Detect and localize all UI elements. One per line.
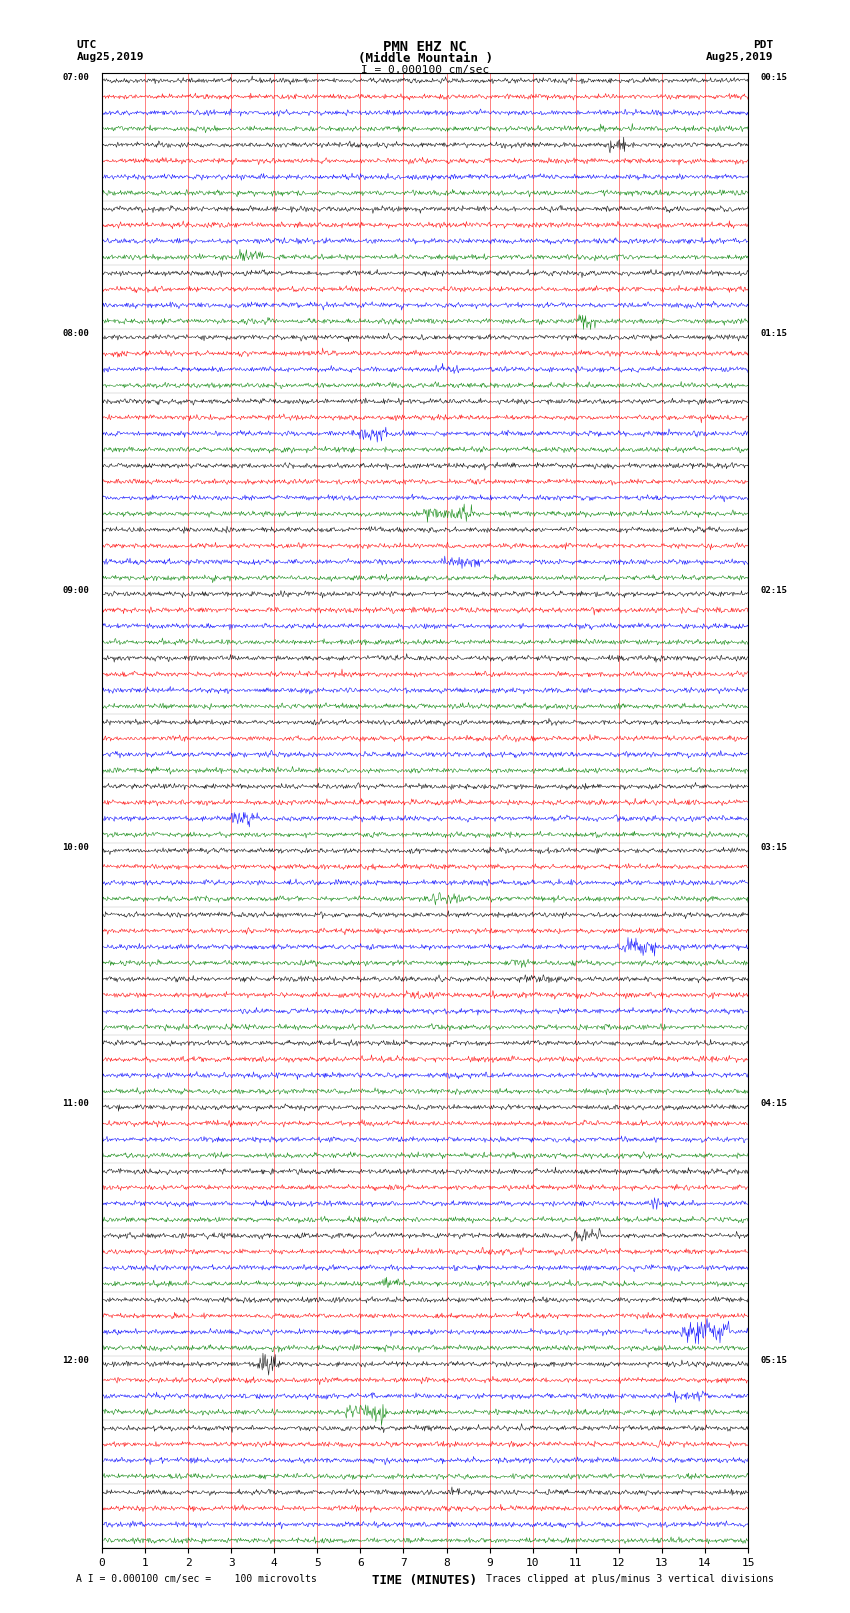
Text: 02:15: 02:15 [761, 586, 788, 595]
Text: PDT: PDT [753, 40, 774, 50]
Text: Aug25,2019: Aug25,2019 [706, 52, 774, 61]
Text: 03:15: 03:15 [761, 842, 788, 852]
Text: PMN EHZ NC: PMN EHZ NC [383, 40, 467, 55]
Text: 09:00: 09:00 [62, 586, 89, 595]
Text: 04:15: 04:15 [761, 1100, 788, 1108]
Text: 10:00: 10:00 [62, 842, 89, 852]
Text: A I = 0.000100 cm/sec =    100 microvolts: A I = 0.000100 cm/sec = 100 microvolts [76, 1574, 317, 1584]
Text: 05:15: 05:15 [761, 1357, 788, 1365]
Text: Traces clipped at plus/minus 3 vertical divisions: Traces clipped at plus/minus 3 vertical … [485, 1574, 774, 1584]
Text: 11:00: 11:00 [62, 1100, 89, 1108]
Text: 01:15: 01:15 [761, 329, 788, 339]
Text: 08:00: 08:00 [62, 329, 89, 339]
Text: Aug25,2019: Aug25,2019 [76, 52, 144, 61]
Text: (Middle Mountain ): (Middle Mountain ) [358, 52, 492, 65]
Text: 12:00: 12:00 [62, 1357, 89, 1365]
Text: 07:00: 07:00 [62, 73, 89, 82]
X-axis label: TIME (MINUTES): TIME (MINUTES) [372, 1574, 478, 1587]
Text: 00:15: 00:15 [761, 73, 788, 82]
Text: UTC: UTC [76, 40, 97, 50]
Text: I = 0.000100 cm/sec: I = 0.000100 cm/sec [361, 65, 489, 74]
